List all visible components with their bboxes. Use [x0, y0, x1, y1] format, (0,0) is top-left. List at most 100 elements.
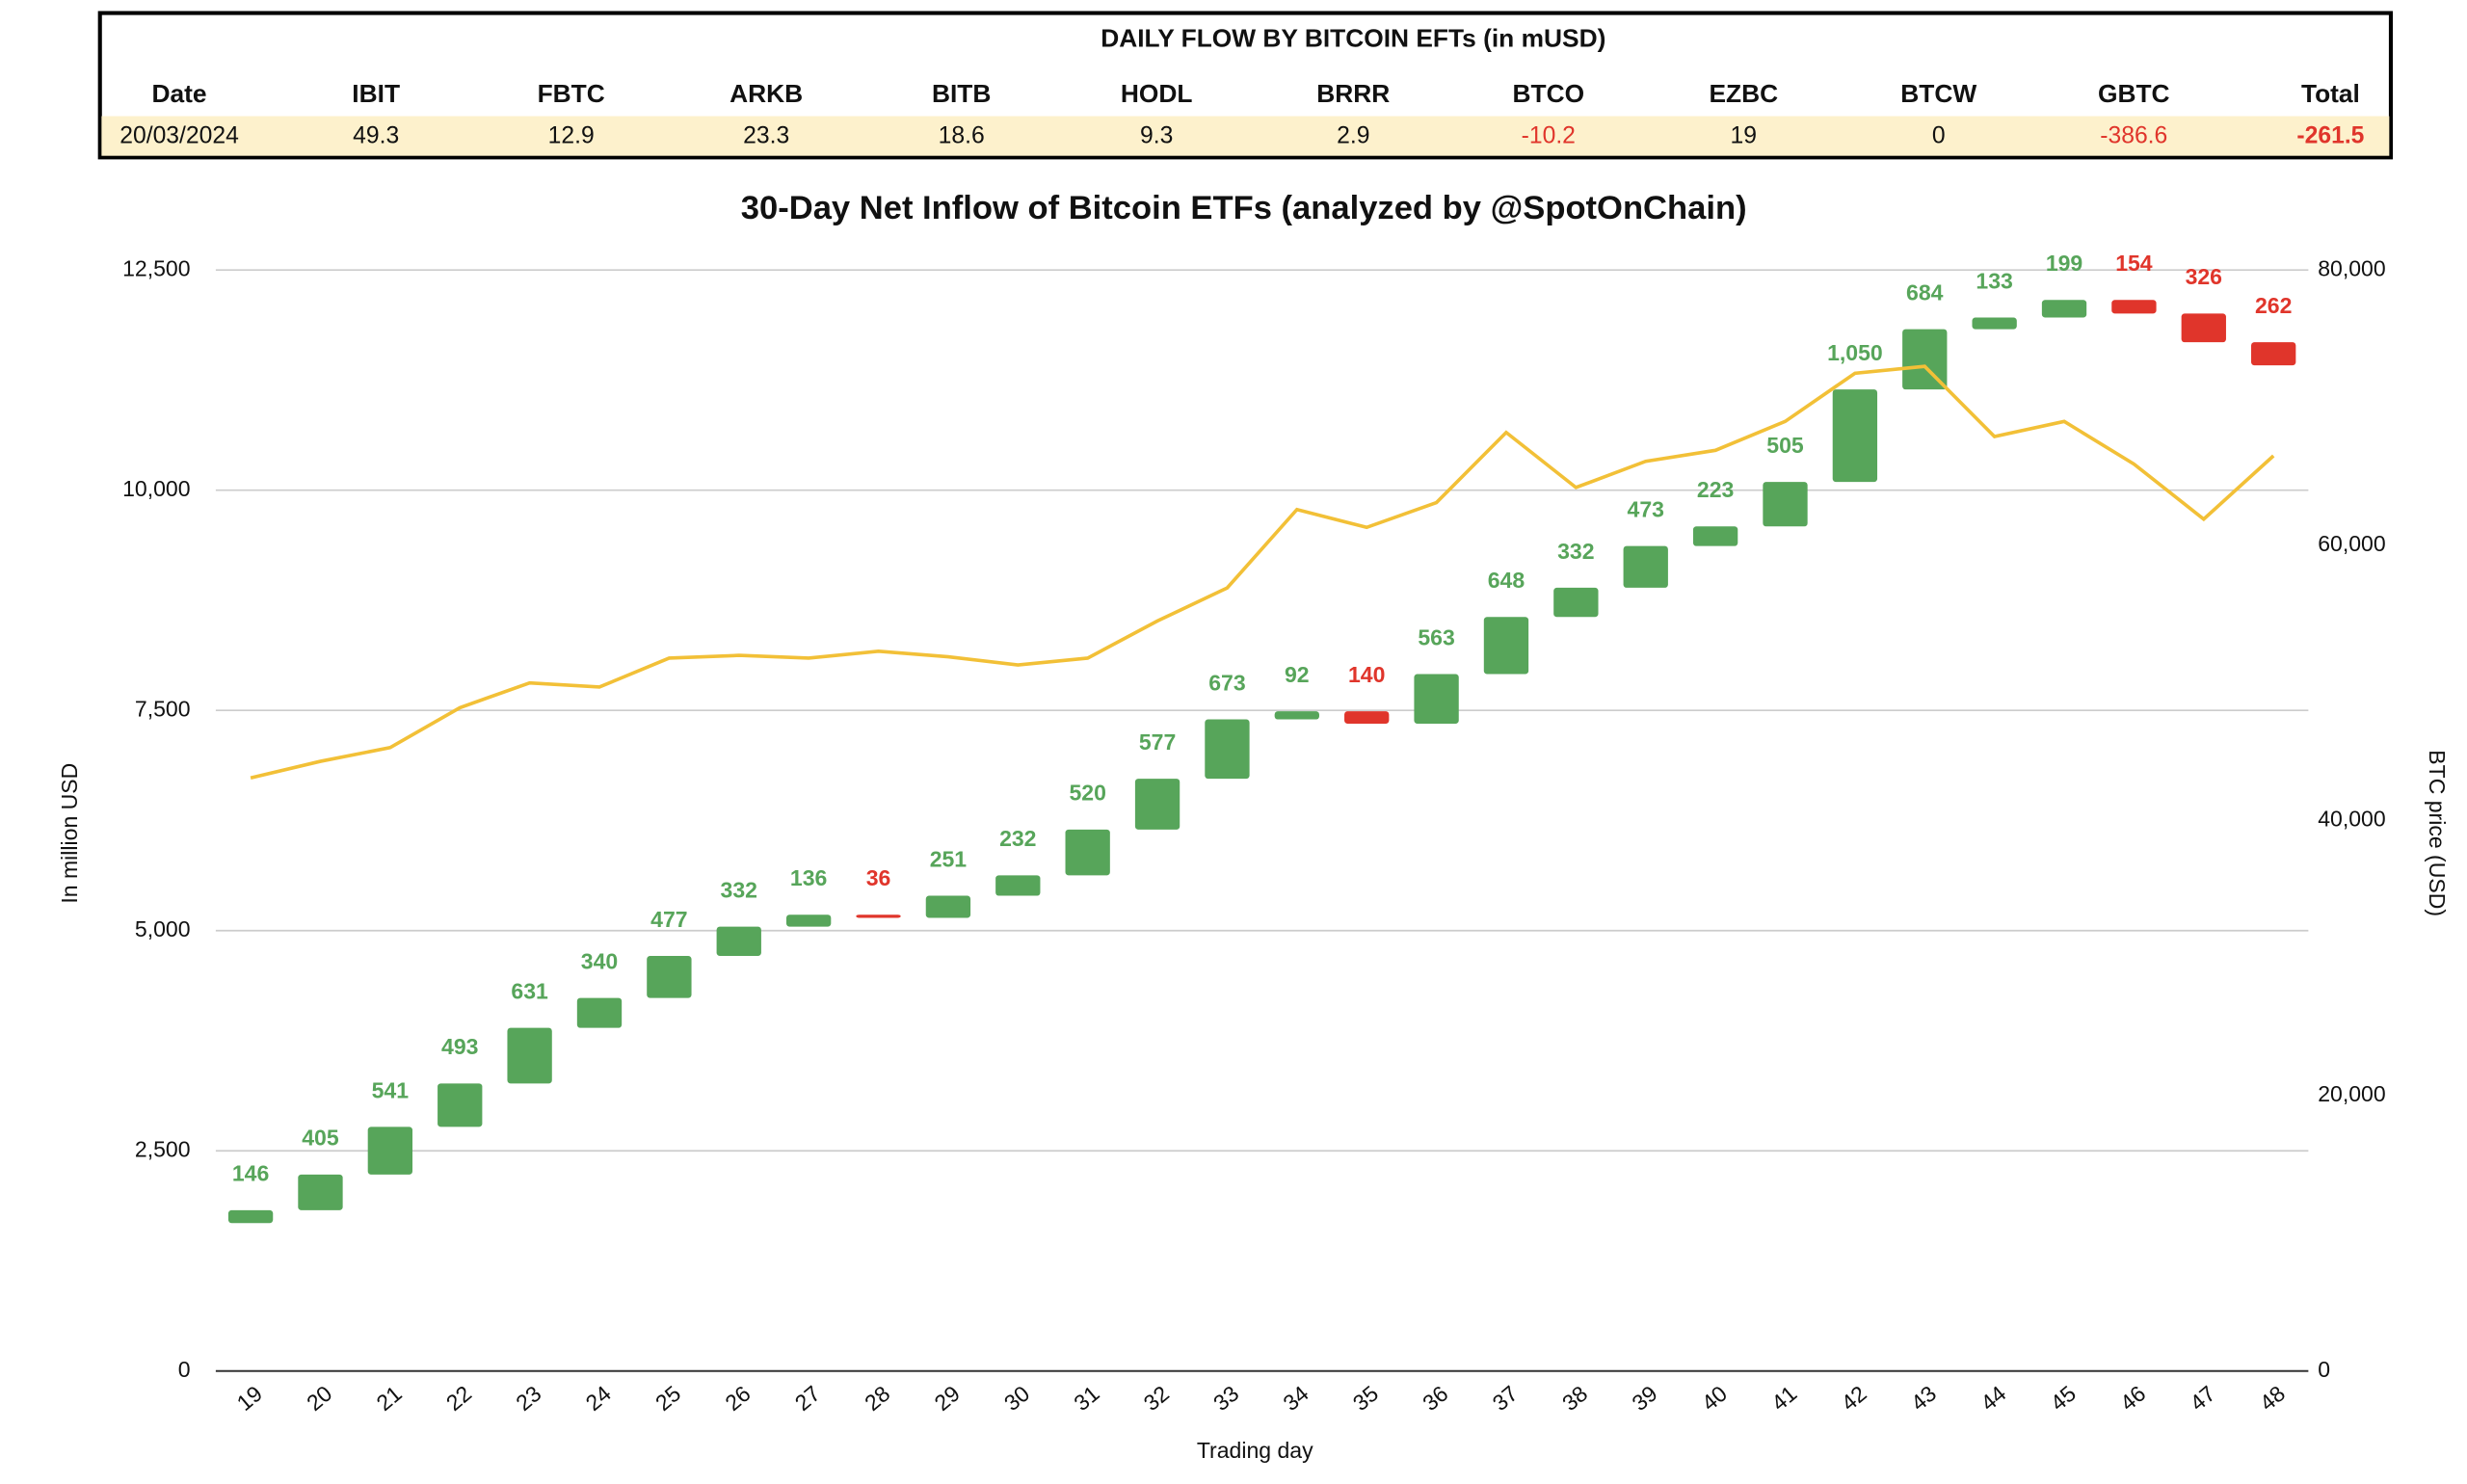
x-tick-label: 38 — [1557, 1381, 1592, 1416]
table-cell: -261.5 — [2296, 122, 2364, 148]
bar — [1134, 779, 1180, 830]
table-header: ARKB — [729, 79, 803, 108]
table-cell: 12.9 — [548, 122, 595, 148]
value-label: 223 — [1697, 477, 1734, 502]
y2-tick-label: 80,000 — [2318, 255, 2385, 280]
table-cell: 49.3 — [353, 122, 399, 148]
x-axis-title: Trading day — [1197, 1438, 1313, 1463]
value-label: 262 — [2255, 293, 2292, 318]
x-tick-label: 25 — [650, 1381, 685, 1416]
x-tick-label: 44 — [1976, 1381, 2010, 1417]
y-tick-label: 2,500 — [135, 1136, 191, 1161]
table-cell: 20/03/2024 — [119, 122, 239, 148]
value-label: 631 — [511, 979, 548, 1004]
table-cell: 23.3 — [743, 122, 789, 148]
chart-title: 30-Day Net Inflow of Bitcoin ETFs (analy… — [741, 190, 1747, 226]
x-tick-label: 37 — [1488, 1381, 1523, 1416]
x-tick-label: 21 — [371, 1381, 406, 1416]
y-tick-label: 10,000 — [122, 476, 190, 501]
x-tick-label: 41 — [1766, 1381, 1801, 1416]
table-cell: 18.6 — [939, 122, 985, 148]
bar — [856, 914, 901, 918]
bar — [2041, 300, 2087, 318]
value-label: 146 — [232, 1161, 269, 1186]
table-header: BTCO — [1512, 79, 1584, 108]
table-cell: -386.6 — [2100, 122, 2167, 148]
x-tick-label: 19 — [232, 1381, 267, 1416]
bar — [1763, 482, 1808, 527]
bar — [2251, 342, 2296, 366]
y-tick-label: 5,000 — [135, 916, 191, 941]
table-cell: 19 — [1731, 122, 1757, 148]
bar — [1344, 711, 1390, 724]
table-cell: -10.2 — [1522, 122, 1576, 148]
bar — [1414, 674, 1459, 724]
value-label: 520 — [1069, 781, 1105, 806]
x-tick-label: 28 — [860, 1381, 894, 1416]
table-header: FBTC — [538, 79, 605, 108]
x-tick-label: 20 — [302, 1381, 336, 1416]
x-tick-label: 29 — [930, 1381, 965, 1416]
y2-axis-title: BTC price (USD) — [2425, 750, 2450, 916]
bar — [1623, 545, 1668, 588]
bar — [507, 1027, 552, 1084]
x-tick-label: 24 — [581, 1381, 616, 1417]
x-tick-label: 43 — [1906, 1381, 1941, 1416]
value-label: 140 — [1348, 662, 1385, 687]
value-label: 232 — [999, 826, 1036, 851]
table-cell: 9.3 — [1140, 122, 1173, 148]
y-tick-label: 12,500 — [122, 255, 190, 280]
table-row-bg — [101, 116, 2390, 156]
table-header: HODL — [1121, 79, 1193, 108]
table-header: GBTC — [2098, 79, 2170, 108]
value-label: 477 — [650, 907, 687, 932]
x-tick-label: 23 — [511, 1381, 545, 1416]
x-tick-label: 26 — [720, 1381, 755, 1416]
x-tick-label: 31 — [1069, 1381, 1103, 1416]
bar — [1274, 711, 1319, 720]
x-tick-label: 33 — [1208, 1381, 1243, 1416]
value-label: 505 — [1766, 433, 1804, 458]
value-label: 541 — [372, 1077, 410, 1102]
y-tick-label: 0 — [178, 1357, 191, 1382]
x-tick-label: 45 — [2046, 1381, 2081, 1416]
x-tick-label: 42 — [1836, 1381, 1870, 1416]
bar — [1832, 389, 1878, 483]
value-label: 326 — [2186, 264, 2222, 289]
bar — [785, 914, 832, 927]
x-tick-label: 48 — [2255, 1381, 2290, 1416]
table-header: BRRR — [1316, 79, 1390, 108]
value-label: 133 — [1976, 268, 2012, 293]
bar — [1902, 329, 1948, 390]
bar — [1205, 719, 1250, 780]
bar — [576, 997, 623, 1028]
bar — [1972, 317, 2017, 330]
bar — [1692, 526, 1738, 546]
bar — [647, 955, 692, 998]
value-label: 577 — [1139, 729, 1176, 755]
value-label: 405 — [302, 1126, 339, 1151]
x-tick-label: 47 — [2185, 1381, 2219, 1416]
value-label: 684 — [1906, 280, 1944, 305]
x-tick-label: 39 — [1627, 1381, 1661, 1416]
table-cell: 2.9 — [1337, 122, 1369, 148]
x-tick-label: 34 — [1278, 1381, 1313, 1417]
value-label: 493 — [441, 1034, 478, 1059]
value-label: 92 — [1285, 662, 1310, 687]
table-title: DAILY FLOW BY BITCOIN EFTs (in mUSD) — [1101, 23, 1605, 52]
bar — [438, 1083, 483, 1127]
table-header: IBIT — [352, 79, 400, 108]
bar — [925, 895, 971, 918]
bar — [1483, 617, 1529, 675]
price-line — [250, 364, 2275, 780]
table-header: BITB — [932, 79, 991, 108]
bar — [227, 1209, 274, 1224]
bar — [995, 875, 1041, 896]
value-label: 332 — [721, 878, 757, 903]
value-label: 1,050 — [1827, 340, 1883, 365]
value-label: 648 — [1488, 568, 1525, 593]
value-label: 199 — [2046, 251, 2082, 276]
table-header: Total — [2301, 79, 2360, 108]
x-tick-label: 40 — [1697, 1381, 1732, 1416]
y2-tick-label: 20,000 — [2318, 1081, 2385, 1106]
